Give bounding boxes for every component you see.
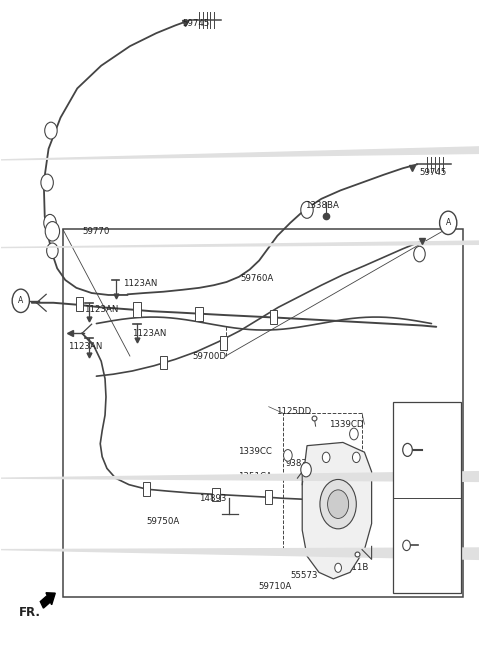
- Polygon shape: [302, 443, 372, 579]
- Circle shape: [45, 122, 57, 139]
- Bar: [63, 229, 463, 597]
- Bar: [195, 307, 203, 321]
- Circle shape: [45, 221, 60, 241]
- Text: 1123AN: 1123AN: [84, 305, 119, 314]
- Circle shape: [47, 243, 58, 258]
- Text: 1339CC: 1339CC: [238, 447, 272, 456]
- Text: 1140FE: 1140FE: [416, 490, 449, 499]
- Text: 59745: 59745: [420, 169, 447, 177]
- Polygon shape: [0, 546, 480, 559]
- Text: 59750A: 59750A: [147, 517, 180, 526]
- Polygon shape: [0, 472, 480, 484]
- Text: 1339CD: 1339CD: [328, 420, 363, 429]
- Text: A: A: [445, 218, 451, 227]
- Circle shape: [284, 450, 292, 462]
- Bar: [283, 413, 362, 549]
- Text: 1123AN: 1123AN: [123, 279, 157, 288]
- Circle shape: [403, 540, 410, 551]
- Text: 1140FD: 1140FD: [416, 420, 450, 429]
- Bar: [393, 402, 461, 593]
- FancyArrow shape: [40, 593, 55, 608]
- Circle shape: [349, 428, 358, 440]
- Text: 1125DD: 1125DD: [276, 407, 311, 416]
- Circle shape: [335, 563, 341, 572]
- Bar: [143, 482, 150, 496]
- Polygon shape: [0, 147, 480, 160]
- Circle shape: [414, 246, 425, 262]
- Text: 1123AN: 1123AN: [132, 329, 167, 338]
- Text: 59770: 59770: [82, 227, 109, 236]
- Circle shape: [440, 211, 457, 234]
- Circle shape: [352, 452, 360, 463]
- Text: 59700D: 59700D: [192, 352, 226, 361]
- Circle shape: [403, 443, 412, 456]
- Text: FR.: FR.: [19, 606, 41, 619]
- Text: 93830: 93830: [286, 460, 313, 468]
- Bar: [270, 310, 277, 324]
- Text: A: A: [18, 296, 24, 305]
- Text: 55573: 55573: [290, 571, 318, 580]
- Bar: [213, 488, 220, 501]
- Circle shape: [44, 214, 56, 231]
- Circle shape: [12, 289, 29, 312]
- Bar: [133, 302, 141, 316]
- Circle shape: [327, 490, 348, 518]
- Text: 1123AN: 1123AN: [68, 342, 102, 351]
- Circle shape: [301, 201, 313, 218]
- Text: 59711B: 59711B: [336, 562, 369, 572]
- Circle shape: [301, 463, 312, 477]
- Text: 59760A: 59760A: [240, 274, 273, 283]
- Text: 14893: 14893: [199, 495, 227, 503]
- Text: 59745: 59745: [182, 19, 210, 28]
- Bar: [76, 297, 84, 311]
- Circle shape: [323, 452, 330, 463]
- Text: 1338BA: 1338BA: [305, 201, 338, 210]
- Circle shape: [320, 479, 356, 529]
- Bar: [220, 336, 227, 350]
- Polygon shape: [0, 241, 480, 247]
- Bar: [160, 355, 167, 369]
- Bar: [265, 490, 272, 504]
- Circle shape: [41, 174, 53, 191]
- Text: 59710A: 59710A: [258, 582, 291, 591]
- Text: 1351CA: 1351CA: [238, 472, 272, 480]
